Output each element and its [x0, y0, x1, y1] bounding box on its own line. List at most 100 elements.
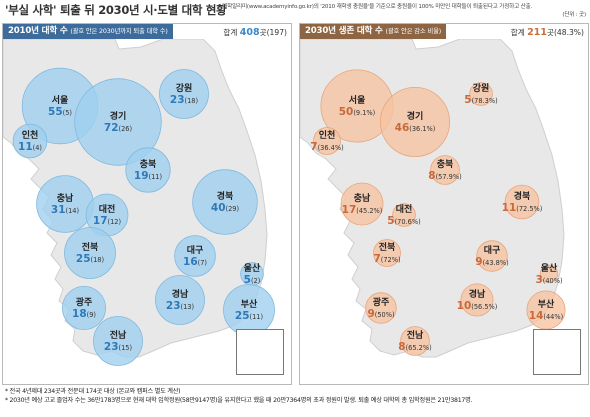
total-value: 408	[239, 27, 260, 38]
total-unit: 곳	[546, 28, 554, 37]
region-label: 충남 31(14)	[51, 194, 79, 216]
total-label: 합계	[510, 28, 525, 37]
region-value: 11	[501, 201, 517, 214]
region-name: 광주	[372, 298, 390, 308]
region-label: 충남 17(45.2%)	[342, 194, 383, 216]
region-label: 강원 5(78.3%)	[464, 84, 498, 106]
region-value-line: 23(13)	[165, 299, 195, 312]
total-paren: (197)	[266, 28, 287, 37]
bubble-강원	[159, 69, 209, 119]
region-value: 7	[373, 252, 381, 265]
bubble-대구	[174, 235, 216, 277]
region-value-line: 23(15)	[104, 341, 132, 353]
region-label: 대구 9(43.8%)	[475, 246, 508, 268]
region-name: 인천	[21, 131, 39, 141]
region-value-line: 18(9)	[72, 307, 96, 320]
panel-2030-total: 합계 211곳(48.3%)	[511, 27, 584, 38]
region-label: 경북 11(72.5%)	[501, 192, 543, 214]
region-label: 대전 5(70.6%)	[387, 205, 421, 227]
region-label: 강원 23(18)	[169, 84, 198, 106]
region-name: 충남	[56, 194, 74, 204]
region-name: 경기	[109, 112, 127, 122]
region-label: 서울 55(5)	[48, 96, 72, 118]
region-paren: (70.6%)	[394, 217, 421, 226]
region-value: 9	[367, 307, 375, 320]
bubble-경기	[380, 87, 450, 157]
source-text: * 대학알리미(www.academyinfo.go.kr)의 '2010 재학…	[218, 4, 533, 10]
region-name: 대전	[98, 205, 116, 215]
region-paren: (40%)	[542, 276, 563, 285]
region-paren: (45.2%)	[356, 206, 383, 215]
region-value-line: 3(40%)	[535, 273, 563, 286]
region-value: 9	[475, 255, 483, 268]
region-label: 대전 17(12)	[93, 205, 122, 227]
region-value: 16	[183, 255, 198, 268]
region-paren: (78.3%)	[471, 96, 498, 105]
region-paren: (12)	[107, 217, 122, 226]
region-name: 강원	[472, 84, 490, 94]
region-value-line: 9(50%)	[367, 307, 394, 320]
region-name: 울산	[540, 264, 558, 274]
bubble-충북	[430, 155, 460, 185]
panel-2030: 2030년 생존 대학 수 (괄호 안은 감소 비율) 합계 211곳(48.3…	[299, 23, 589, 385]
region-value-line: 16(7)	[183, 255, 207, 268]
region-value: 5	[464, 93, 472, 106]
region-name: 서울	[348, 96, 366, 106]
region-paren: (56.5%)	[471, 302, 498, 311]
panel-2010-title-text: 2010년 대학 수	[8, 26, 68, 36]
source-note: * 대학알리미(www.academyinfo.go.kr)의 '2010 재학…	[218, 4, 586, 18]
region-value-line: 7(72%)	[373, 252, 400, 265]
region-value-line: 23(18)	[169, 93, 198, 106]
region-value-line: 5(70.6%)	[387, 214, 421, 227]
region-label: 광주 18(9)	[72, 298, 96, 320]
region-name: 부산	[240, 300, 258, 310]
bubble-광주	[62, 285, 107, 330]
region-value: 3	[535, 273, 543, 286]
region-paren: (18)	[90, 255, 105, 264]
total-unit: 곳	[259, 28, 267, 37]
region-paren: (26)	[118, 124, 133, 133]
region-name: 울산	[243, 264, 261, 274]
total-value: 211	[527, 27, 547, 38]
panel-2010-total: 합계 408곳(197)	[223, 27, 287, 38]
region-label: 울산 3(40%)	[535, 264, 563, 286]
region-value: 5	[387, 214, 395, 227]
region-value: 18	[72, 307, 87, 320]
region-paren: (9)	[86, 310, 96, 319]
korea-map-2010	[3, 39, 275, 366]
region-value-line: 11(4)	[18, 141, 42, 153]
region-value: 5	[243, 273, 251, 286]
bubble-울산	[539, 264, 559, 284]
region-name: 서울	[51, 96, 69, 106]
region-paren: (29)	[225, 204, 240, 213]
region-name: 충남	[353, 194, 371, 204]
region-value: 23	[169, 93, 185, 106]
panel-2010: 2010년 대학 수 (괄호 안은 2030년까지 퇴출 대학 수) 합계 40…	[2, 23, 292, 385]
region-label: 광주 9(50%)	[367, 298, 394, 320]
region-value-line: 19(11)	[134, 170, 163, 182]
region-value-line: 25(11)	[234, 309, 263, 322]
region-value-line: 10(56.5%)	[456, 299, 498, 312]
region-value: 25	[234, 309, 250, 322]
region-value: 10	[456, 299, 472, 312]
region-value-line: 5(2)	[243, 273, 261, 286]
bubble-강원	[469, 82, 493, 106]
panel-2010-header: 2010년 대학 수 (괄호 안은 2030년까지 퇴출 대학 수) 합계 40…	[3, 24, 291, 39]
region-name: 경남	[468, 290, 486, 300]
bubble-경북	[504, 184, 540, 220]
region-label: 부산 14(44%)	[529, 300, 564, 322]
region-value: 7	[310, 140, 318, 153]
region-label: 경북 40(29)	[211, 192, 240, 214]
region-value-line: 8(65.2%)	[398, 341, 431, 353]
region-paren: (44%)	[543, 312, 564, 321]
region-name: 광주	[75, 298, 93, 308]
region-name: 경북	[216, 192, 234, 202]
region-name: 경기	[406, 112, 424, 122]
region-value-line: 40(29)	[211, 202, 240, 214]
region-paren: (13)	[180, 302, 195, 311]
region-paren: (11)	[148, 172, 163, 181]
footnote-1: * 전국 4년제대 234곳과 전문대 174곳 대상 (본교와 캠퍼스 별도 …	[5, 388, 181, 395]
region-value: 23	[165, 299, 181, 312]
bubble-인천	[12, 123, 48, 159]
region-value-line: 5(78.3%)	[464, 93, 498, 106]
